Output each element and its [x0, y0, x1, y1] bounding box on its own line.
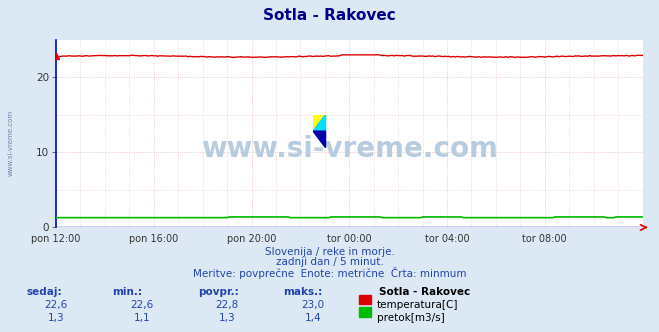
Text: Slovenija / reke in morje.: Slovenija / reke in morje.: [264, 247, 395, 257]
Polygon shape: [313, 115, 326, 131]
Text: maks.:: maks.:: [283, 287, 323, 297]
Polygon shape: [313, 115, 326, 131]
Text: 1,3: 1,3: [47, 313, 65, 323]
Text: pon 20:00: pon 20:00: [227, 234, 276, 244]
Text: 1,4: 1,4: [304, 313, 322, 323]
Text: sedaj:: sedaj:: [26, 287, 62, 297]
Text: 1,3: 1,3: [219, 313, 236, 323]
Text: tor 04:00: tor 04:00: [424, 234, 469, 244]
Text: povpr.:: povpr.:: [198, 287, 239, 297]
Text: Sotla - Rakovec: Sotla - Rakovec: [263, 8, 396, 23]
Text: Meritve: povprečne  Enote: metrične  Črta: minmum: Meritve: povprečne Enote: metrične Črta:…: [192, 267, 467, 279]
Text: zadnji dan / 5 minut.: zadnji dan / 5 minut.: [275, 257, 384, 267]
Text: Sotla - Rakovec: Sotla - Rakovec: [379, 287, 470, 297]
Text: tor 08:00: tor 08:00: [523, 234, 567, 244]
Text: 22,6: 22,6: [44, 300, 68, 310]
Text: pon 12:00: pon 12:00: [32, 234, 80, 244]
Polygon shape: [313, 131, 326, 148]
Text: www.si-vreme.com: www.si-vreme.com: [8, 110, 14, 176]
Text: min.:: min.:: [112, 287, 142, 297]
Text: 22,6: 22,6: [130, 300, 154, 310]
Text: www.si-vreme.com: www.si-vreme.com: [201, 135, 498, 163]
Text: temperatura[C]: temperatura[C]: [377, 300, 459, 310]
Text: 23,0: 23,0: [301, 300, 325, 310]
Text: tor 00:00: tor 00:00: [327, 234, 372, 244]
Text: pon 16:00: pon 16:00: [129, 234, 179, 244]
Text: 22,8: 22,8: [215, 300, 239, 310]
Text: 1,1: 1,1: [133, 313, 150, 323]
Text: pretok[m3/s]: pretok[m3/s]: [377, 313, 445, 323]
